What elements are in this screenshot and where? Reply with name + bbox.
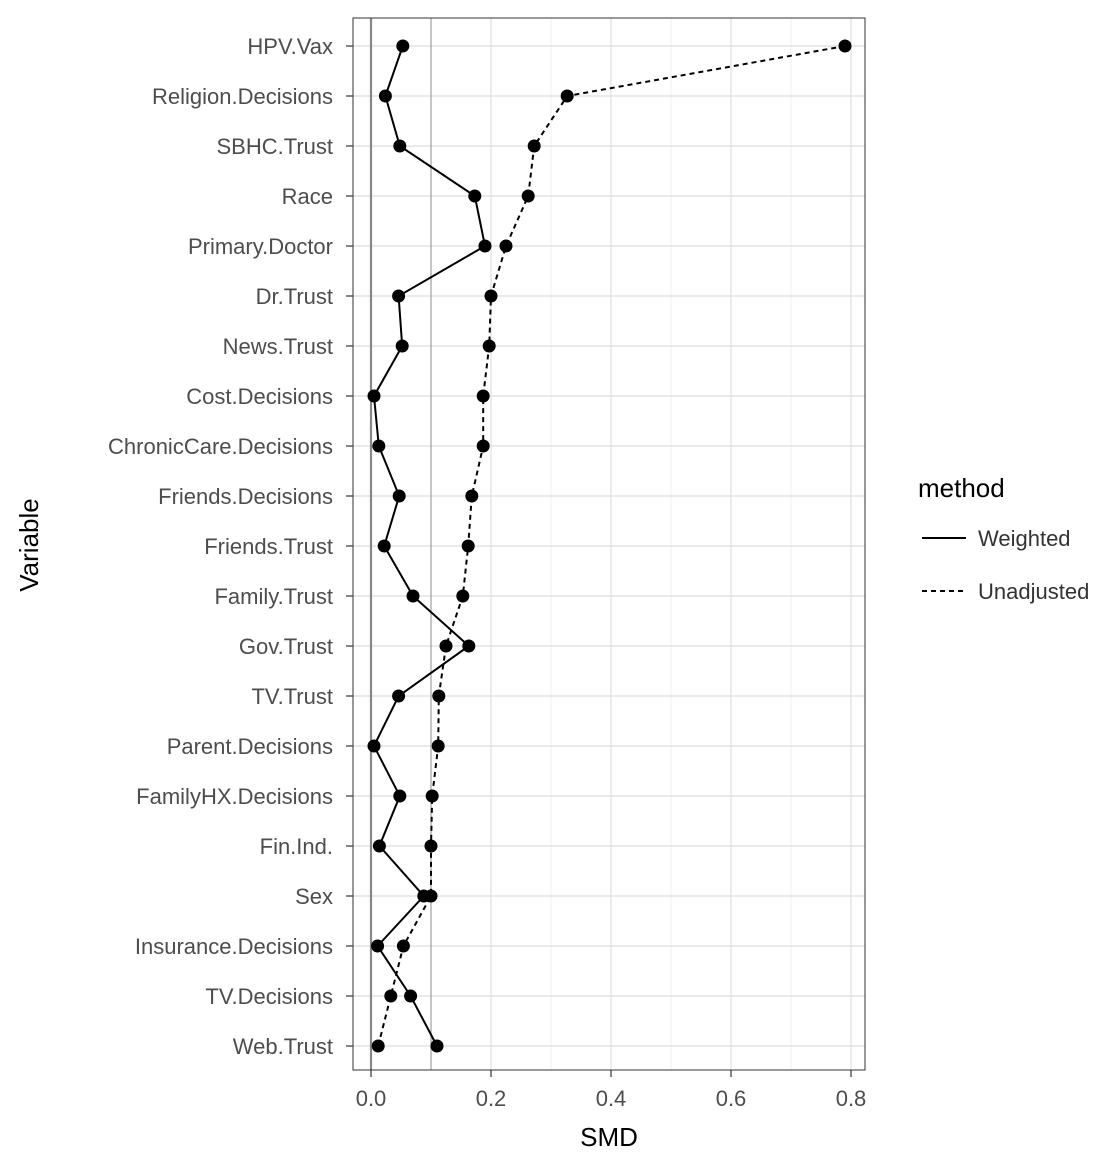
unadjusted-point — [424, 839, 438, 853]
x-tick-label: 0.6 — [716, 1086, 747, 1111]
grid-lines — [353, 18, 865, 1070]
unadjusted-point — [431, 739, 445, 753]
x-tick-label: 0.4 — [596, 1086, 627, 1111]
y-axis: HPV.Vax Religion.Decisions SBHC.Trust Race P… — [108, 34, 353, 1059]
weighted-point — [367, 739, 381, 753]
unadjusted-point — [838, 39, 852, 53]
data-points — [367, 39, 852, 1053]
panel-border — [352, 17, 866, 1071]
x-tick-label: 0.0 — [356, 1086, 387, 1111]
unadjusted-point — [476, 439, 490, 453]
unadjusted-point — [456, 589, 470, 603]
y-tick-label: Gov.Trust — [239, 634, 333, 659]
x-tick-label: 0.2 — [476, 1086, 507, 1111]
y-tick-label: Dr.Trust — [256, 284, 333, 309]
unadjusted-point — [424, 889, 438, 903]
y-tick-label: News.Trust — [223, 334, 333, 359]
weighted-point — [430, 1039, 444, 1053]
x-tick-label: 0.8 — [836, 1086, 867, 1111]
y-tick-label: FamilyHX.Decisions — [136, 784, 333, 809]
y-tick-label: Friends.Trust — [204, 534, 333, 559]
y-tick-label: Insurance.Decisions — [135, 934, 333, 959]
legend-title: method — [918, 473, 1005, 503]
y-tick-label: Primary.Doctor — [188, 234, 333, 259]
weighted-point — [367, 389, 381, 403]
y-tick-label: Religion.Decisions — [152, 84, 333, 109]
y-tick-label: ChronicCare.Decisions — [108, 434, 333, 459]
unadjusted-point — [484, 289, 498, 303]
weighted-point — [378, 89, 392, 103]
y-axis-title: Variable — [14, 498, 44, 591]
panel-background — [353, 18, 865, 1070]
unadjusted-point — [384, 989, 398, 1003]
y-tick-label: TV.Trust — [251, 684, 333, 709]
x-axis: 0.0 0.2 0.4 0.6 0.8 — [356, 1070, 867, 1111]
unadjusted-point — [465, 489, 479, 503]
legend-label-unadjusted: Unadjusted — [978, 579, 1089, 604]
y-tick-label: Sex — [295, 884, 333, 909]
y-tick-label: SBHC.Trust — [216, 134, 333, 159]
weighted-point — [393, 789, 407, 803]
weighted-point — [371, 939, 385, 953]
weighted-point — [377, 539, 391, 553]
y-tick-label: TV.Decisions — [205, 984, 333, 1009]
weighted-point — [462, 639, 476, 653]
unadjusted-point — [476, 389, 490, 403]
y-tick-label: Fin.Ind. — [260, 834, 333, 859]
y-tick-label: Friends.Decisions — [158, 484, 333, 509]
unadjusted-point — [396, 939, 410, 953]
x-axis-title: SMD — [580, 1122, 638, 1152]
unadjusted-point — [371, 1039, 385, 1053]
unadjusted-point — [499, 239, 513, 253]
weighted-point — [392, 289, 406, 303]
weighted-point — [372, 439, 386, 453]
weighted-point — [404, 989, 418, 1003]
unadjusted-point — [432, 689, 446, 703]
weighted-point — [392, 489, 406, 503]
y-tick-label: Family.Trust — [214, 584, 333, 609]
legend: method Weighted Unadjusted — [918, 473, 1089, 604]
unadjusted-point — [425, 789, 439, 803]
unadjusted-point — [482, 339, 496, 353]
unadjusted-point — [461, 539, 475, 553]
weighted-point — [393, 139, 407, 153]
y-tick-label: Cost.Decisions — [186, 384, 333, 409]
y-tick-label: Parent.Decisions — [167, 734, 333, 759]
weighted-point — [395, 339, 409, 353]
weighted-point — [478, 239, 492, 253]
y-tick-label: Race — [282, 184, 333, 209]
y-tick-label: Web.Trust — [233, 1034, 333, 1059]
y-tick-label: HPV.Vax — [247, 34, 333, 59]
unadjusted-point — [439, 639, 453, 653]
weighted-point — [406, 589, 420, 603]
unadjusted-point — [560, 89, 574, 103]
weighted-point — [372, 839, 386, 853]
weighted-point — [392, 689, 406, 703]
weighted-point — [396, 39, 410, 53]
unadjusted-point — [521, 189, 535, 203]
weighted-point — [468, 189, 482, 203]
legend-label-weighted: Weighted — [978, 526, 1071, 551]
unadjusted-point — [527, 139, 541, 153]
